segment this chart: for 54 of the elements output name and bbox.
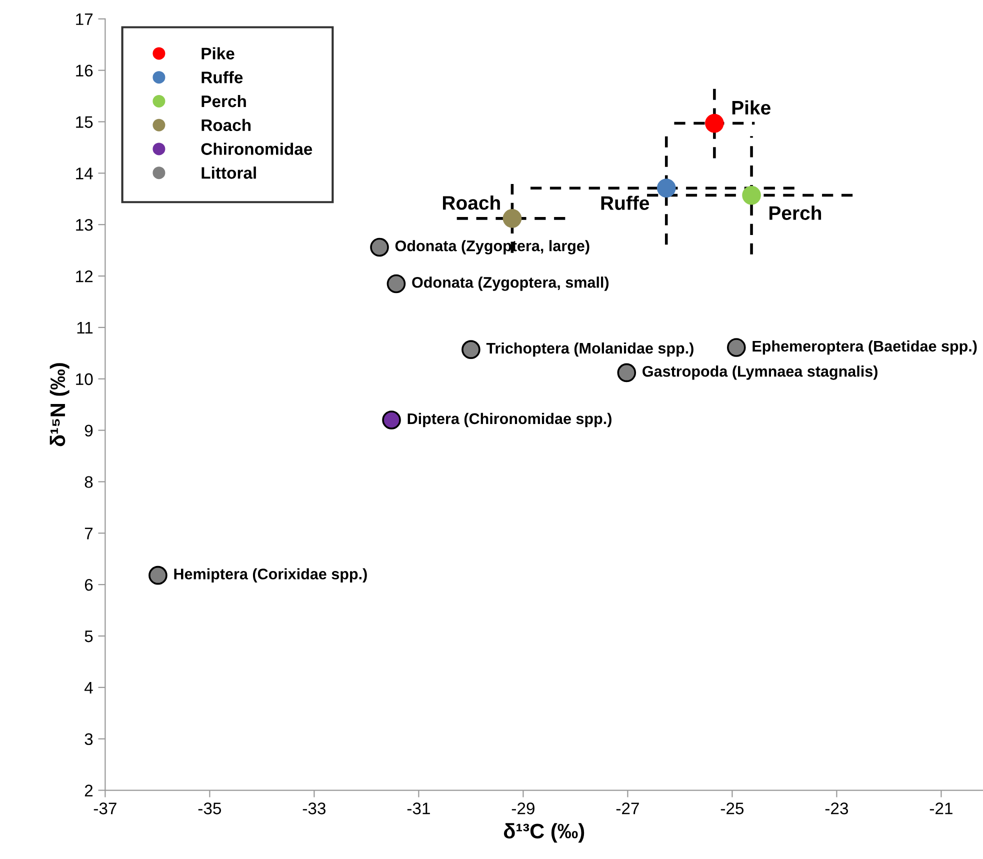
x-tick-label: -31 bbox=[407, 802, 430, 814]
point bbox=[370, 238, 389, 257]
y-tick-label: 6 bbox=[84, 578, 93, 591]
annotation: Roach bbox=[442, 195, 500, 210]
point bbox=[656, 178, 676, 198]
y-tick-label: 10 bbox=[76, 373, 93, 386]
annotation: Odonata (Zygoptera, small) bbox=[412, 276, 609, 291]
annotation: Ephemeroptera (Baetidae spp.) bbox=[752, 340, 977, 355]
point bbox=[742, 186, 761, 205]
x-tick-label: -33 bbox=[302, 802, 326, 814]
point bbox=[462, 340, 480, 359]
point bbox=[148, 566, 168, 585]
legend-label: Perch bbox=[202, 94, 246, 108]
x-tick-label: -35 bbox=[198, 802, 222, 814]
x-tick-label: -25 bbox=[720, 802, 744, 814]
y-tick-label: 16 bbox=[76, 64, 93, 77]
legend-label: Chironomidae bbox=[201, 142, 312, 155]
y-tick-label: 5 bbox=[84, 630, 93, 642]
annotation: Diptera (Chironomidae spp.) bbox=[408, 412, 612, 428]
x-tick-label: -23 bbox=[825, 802, 848, 814]
legend-label: Ruffe bbox=[202, 71, 243, 84]
y-axis-title: δ¹⁵N (‰) bbox=[50, 363, 70, 446]
y-tick-label: 13 bbox=[76, 219, 93, 231]
legend-label: Pike bbox=[202, 47, 234, 60]
y-tick-label: 12 bbox=[76, 270, 93, 282]
annotation: Hemiptera (Corixidae spp.) bbox=[174, 568, 367, 582]
point bbox=[726, 338, 746, 357]
y-tick-label: 4 bbox=[84, 682, 93, 694]
point bbox=[502, 209, 522, 228]
annotation: Pike bbox=[732, 100, 770, 115]
y-tick-label: 3 bbox=[84, 733, 93, 746]
annotation: Trichoptera (Molanidae spp.) bbox=[486, 342, 694, 357]
x-axis-title: δ¹³C (‰) bbox=[504, 823, 584, 843]
point bbox=[382, 410, 401, 430]
y-tick-label: 2 bbox=[84, 784, 93, 796]
x-tick-label: -29 bbox=[512, 802, 534, 814]
y-tick-label: 9 bbox=[84, 424, 93, 437]
annotation: Perch bbox=[769, 206, 822, 220]
y-tick-label: 8 bbox=[84, 476, 93, 488]
legend-label: Roach bbox=[202, 118, 251, 132]
y-tick-label: 11 bbox=[77, 322, 93, 334]
legend-label: Littoral bbox=[202, 166, 256, 179]
point bbox=[386, 274, 406, 294]
point bbox=[705, 114, 724, 133]
y-tick-label: 15 bbox=[76, 116, 93, 128]
x-tick-label: -21 bbox=[930, 802, 952, 814]
x-tick-label: -27 bbox=[616, 802, 639, 814]
y-tick-label: 7 bbox=[84, 528, 93, 540]
x-tick-label: -37 bbox=[94, 802, 116, 814]
point bbox=[617, 363, 636, 382]
annotation: Ruffe bbox=[601, 196, 650, 210]
y-tick-label: 14 bbox=[76, 168, 93, 180]
y-tick-label: 17 bbox=[76, 13, 93, 25]
annotation: Gastropoda (Lymnaea stagnalis) bbox=[642, 366, 878, 380]
